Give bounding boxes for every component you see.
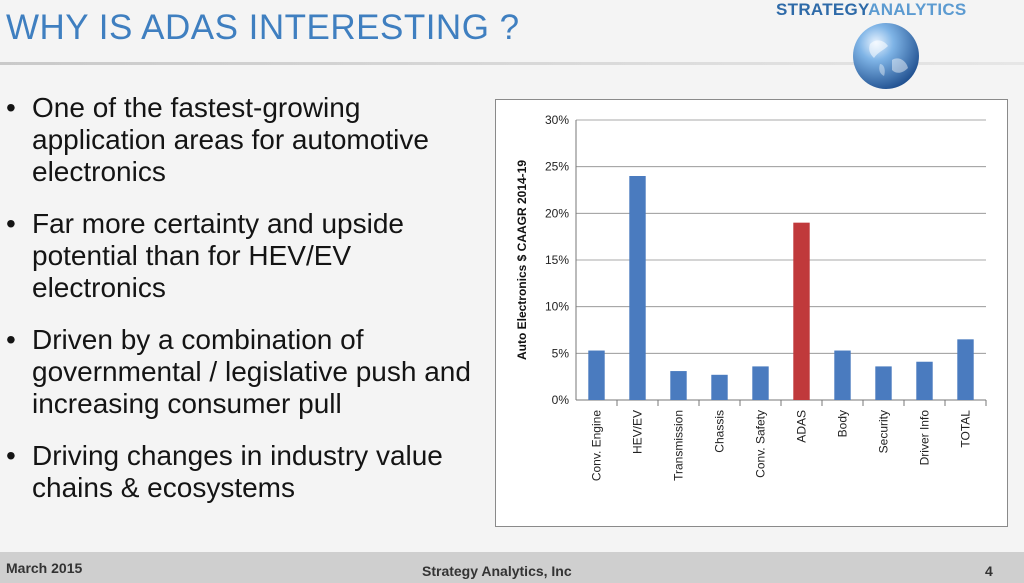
x-tick-label: TOTAL [959,410,973,448]
footer-page-number: 4 [985,563,993,579]
bullet-item: Far more certainty and upside potential … [6,208,486,304]
globe-icon [853,23,919,89]
brand-logo-text: STRATEGYANALYTICS [776,0,967,20]
title-divider [0,62,1024,65]
y-tick-label: 10% [545,300,569,314]
bar [588,350,605,400]
bullet-item: One of the fastest-growing application a… [6,92,486,188]
bar [875,366,892,400]
y-tick-label: 30% [545,113,569,127]
y-tick-label: 0% [552,393,570,407]
footer-date: March 2015 [6,560,83,576]
x-tick-label: Transmission [672,410,686,481]
x-tick-label: Conv. Engine [590,410,604,481]
brand-part-1: STRATEGY [776,0,869,19]
bar [834,350,851,400]
y-tick-label: 5% [552,346,570,360]
x-tick-label: ADAS [795,410,809,443]
bar [793,222,810,400]
bar-chart: 0% 5% 10% 15% 20% 25% 30% Conv. Engine HEV/EV Tra… [515,113,987,481]
slide-title: WHY IS ADAS INTERESTING ? [6,8,520,47]
bar [711,374,728,400]
chart-panel: 0% 5% 10% 15% 20% 25% 30% Conv. Engine HEV/EV Tra… [495,99,1008,527]
bullet-item: Driven by a combination of governmental … [6,324,486,420]
y-tick-label: 25% [545,160,569,174]
bullet-list: One of the fastest-growing application a… [6,92,486,524]
bar [752,366,769,400]
bar [957,339,974,400]
x-tick-label: Driver Info [918,410,932,466]
x-tick-label: Chassis [713,410,727,453]
footer-company: Strategy Analytics, Inc [422,563,572,579]
y-axis-title: Auto Electronics $ CAAGR 2014-19 [515,160,529,360]
brand-part-2: ANALYTICS [868,0,967,19]
footer-bar: March 2015 Strategy Analytics, Inc 4 [0,552,1024,583]
bullet-item: Driving changes in industry value chains… [6,440,486,504]
x-tick-label: HEV/EV [631,410,645,454]
y-tick-label: 15% [545,253,569,267]
bar [670,371,687,400]
bar [916,361,933,400]
x-tick-label: Conv. Safety [754,410,768,478]
bar [629,176,646,400]
x-tick-label: Body [836,410,850,437]
x-tick-label: Security [877,410,891,453]
y-tick-label: 20% [545,206,569,220]
